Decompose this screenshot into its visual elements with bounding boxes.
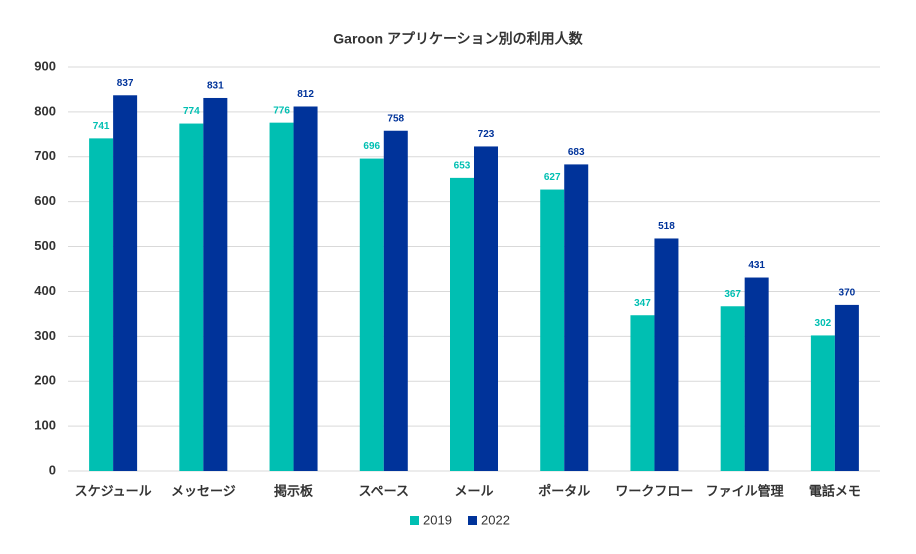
y-tick-label: 700 — [34, 148, 56, 163]
legend-swatch — [410, 516, 419, 525]
value-label: 518 — [658, 221, 675, 232]
bar — [564, 164, 589, 472]
bar — [810, 335, 835, 471]
bar — [383, 130, 408, 471]
bar — [630, 315, 655, 471]
bar — [179, 123, 204, 471]
bar — [720, 306, 745, 471]
bar — [834, 304, 859, 471]
x-tick-label: ワークフロー — [615, 483, 693, 498]
value-label: 683 — [568, 147, 585, 158]
value-label: 302 — [815, 318, 832, 329]
bar — [540, 189, 565, 471]
value-label: 653 — [454, 161, 471, 172]
bar — [744, 277, 769, 471]
value-label: 431 — [748, 260, 765, 271]
x-tick-label: スケジュール — [75, 483, 152, 498]
y-tick-label: 500 — [34, 238, 56, 253]
value-label: 774 — [183, 106, 200, 117]
value-label: 741 — [93, 121, 110, 132]
y-tick-label: 800 — [34, 103, 56, 118]
y-tick-label: 0 — [49, 462, 56, 477]
legend-label: 2019 — [423, 512, 452, 527]
value-label: 831 — [207, 81, 224, 92]
x-tick-label: 掲示板 — [274, 483, 314, 498]
value-label: 347 — [634, 298, 651, 309]
value-label: 837 — [117, 78, 134, 89]
x-tick-label: 電話メモ — [809, 483, 861, 498]
y-tick-label: 100 — [34, 418, 56, 433]
value-label: 696 — [363, 141, 380, 152]
value-label: 758 — [387, 113, 404, 124]
legend-swatch — [468, 516, 477, 525]
x-tick-label: メッセージ — [171, 483, 236, 498]
y-tick-label: 400 — [34, 283, 56, 298]
chart-title: Garoon アプリケーション別の利用人数 — [333, 31, 583, 47]
y-tick-label: 900 — [34, 58, 56, 73]
bar — [359, 158, 384, 471]
x-tick-label: スペース — [359, 483, 409, 498]
value-label: 776 — [273, 105, 290, 116]
bar — [654, 238, 679, 471]
bar — [89, 138, 114, 471]
bar — [113, 95, 138, 471]
value-label: 370 — [839, 288, 856, 299]
y-tick-label: 600 — [34, 193, 56, 208]
x-tick-label: ポータル — [538, 483, 590, 498]
x-tick-label: ファイル管理 — [706, 483, 784, 498]
value-label: 723 — [478, 129, 495, 140]
value-label: 367 — [724, 289, 741, 300]
bar — [293, 106, 318, 471]
value-label: 812 — [297, 89, 314, 100]
bar — [474, 146, 498, 471]
legend-label: 2022 — [481, 512, 510, 527]
y-tick-label: 300 — [34, 328, 56, 343]
y-tick-label: 200 — [34, 373, 56, 388]
x-tick-label: メール — [454, 483, 493, 498]
bar — [203, 97, 228, 472]
bar — [269, 122, 294, 471]
bar — [450, 177, 474, 471]
value-label: 627 — [544, 172, 561, 183]
